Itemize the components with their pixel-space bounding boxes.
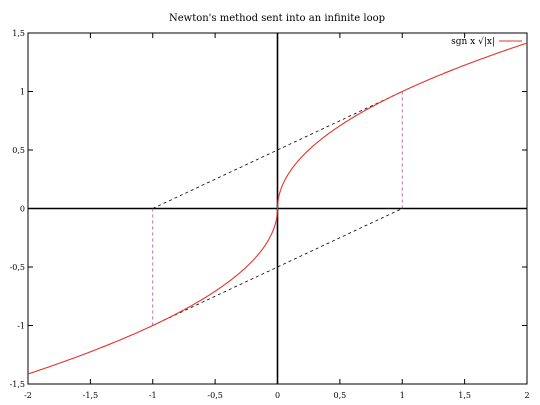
guide-lines [152,91,403,326]
x-tick-label: -1,5 [83,391,98,400]
x-tick-label: -1 [149,391,157,400]
y-tick-label: 0 [20,205,25,214]
x-tick-label: 1,5 [458,391,471,400]
y-axis-ticks: -1,5 -1 -0,5 0 0,5 1 1,5 [10,29,527,389]
y-tick-label: -0,5 [10,263,25,272]
x-tick-label: 0,5 [334,391,347,400]
chart-title: Newton's method sent into an infinite lo… [169,13,385,24]
tangent-line [152,91,403,209]
legend-label: sgn x √|x| [451,36,495,47]
x-tick-label: -2 [24,391,32,400]
legend: sgn x √|x| [451,36,522,47]
x-tick-label: 1 [400,391,405,400]
x-tick-label: 2 [524,391,529,400]
y-tick-label: -1 [17,322,25,331]
y-tick-label: 1,5 [12,29,25,38]
y-tick-label: -1,5 [10,380,25,389]
y-tick-label: 1 [20,88,25,97]
series-line-sgn-sqrt [27,42,528,375]
tangent-line [152,208,403,326]
series-group [27,42,528,375]
y-tick-label: 0,5 [12,146,25,155]
x-tick-label: -0,5 [207,391,222,400]
x-tick-label: 0 [275,391,280,400]
